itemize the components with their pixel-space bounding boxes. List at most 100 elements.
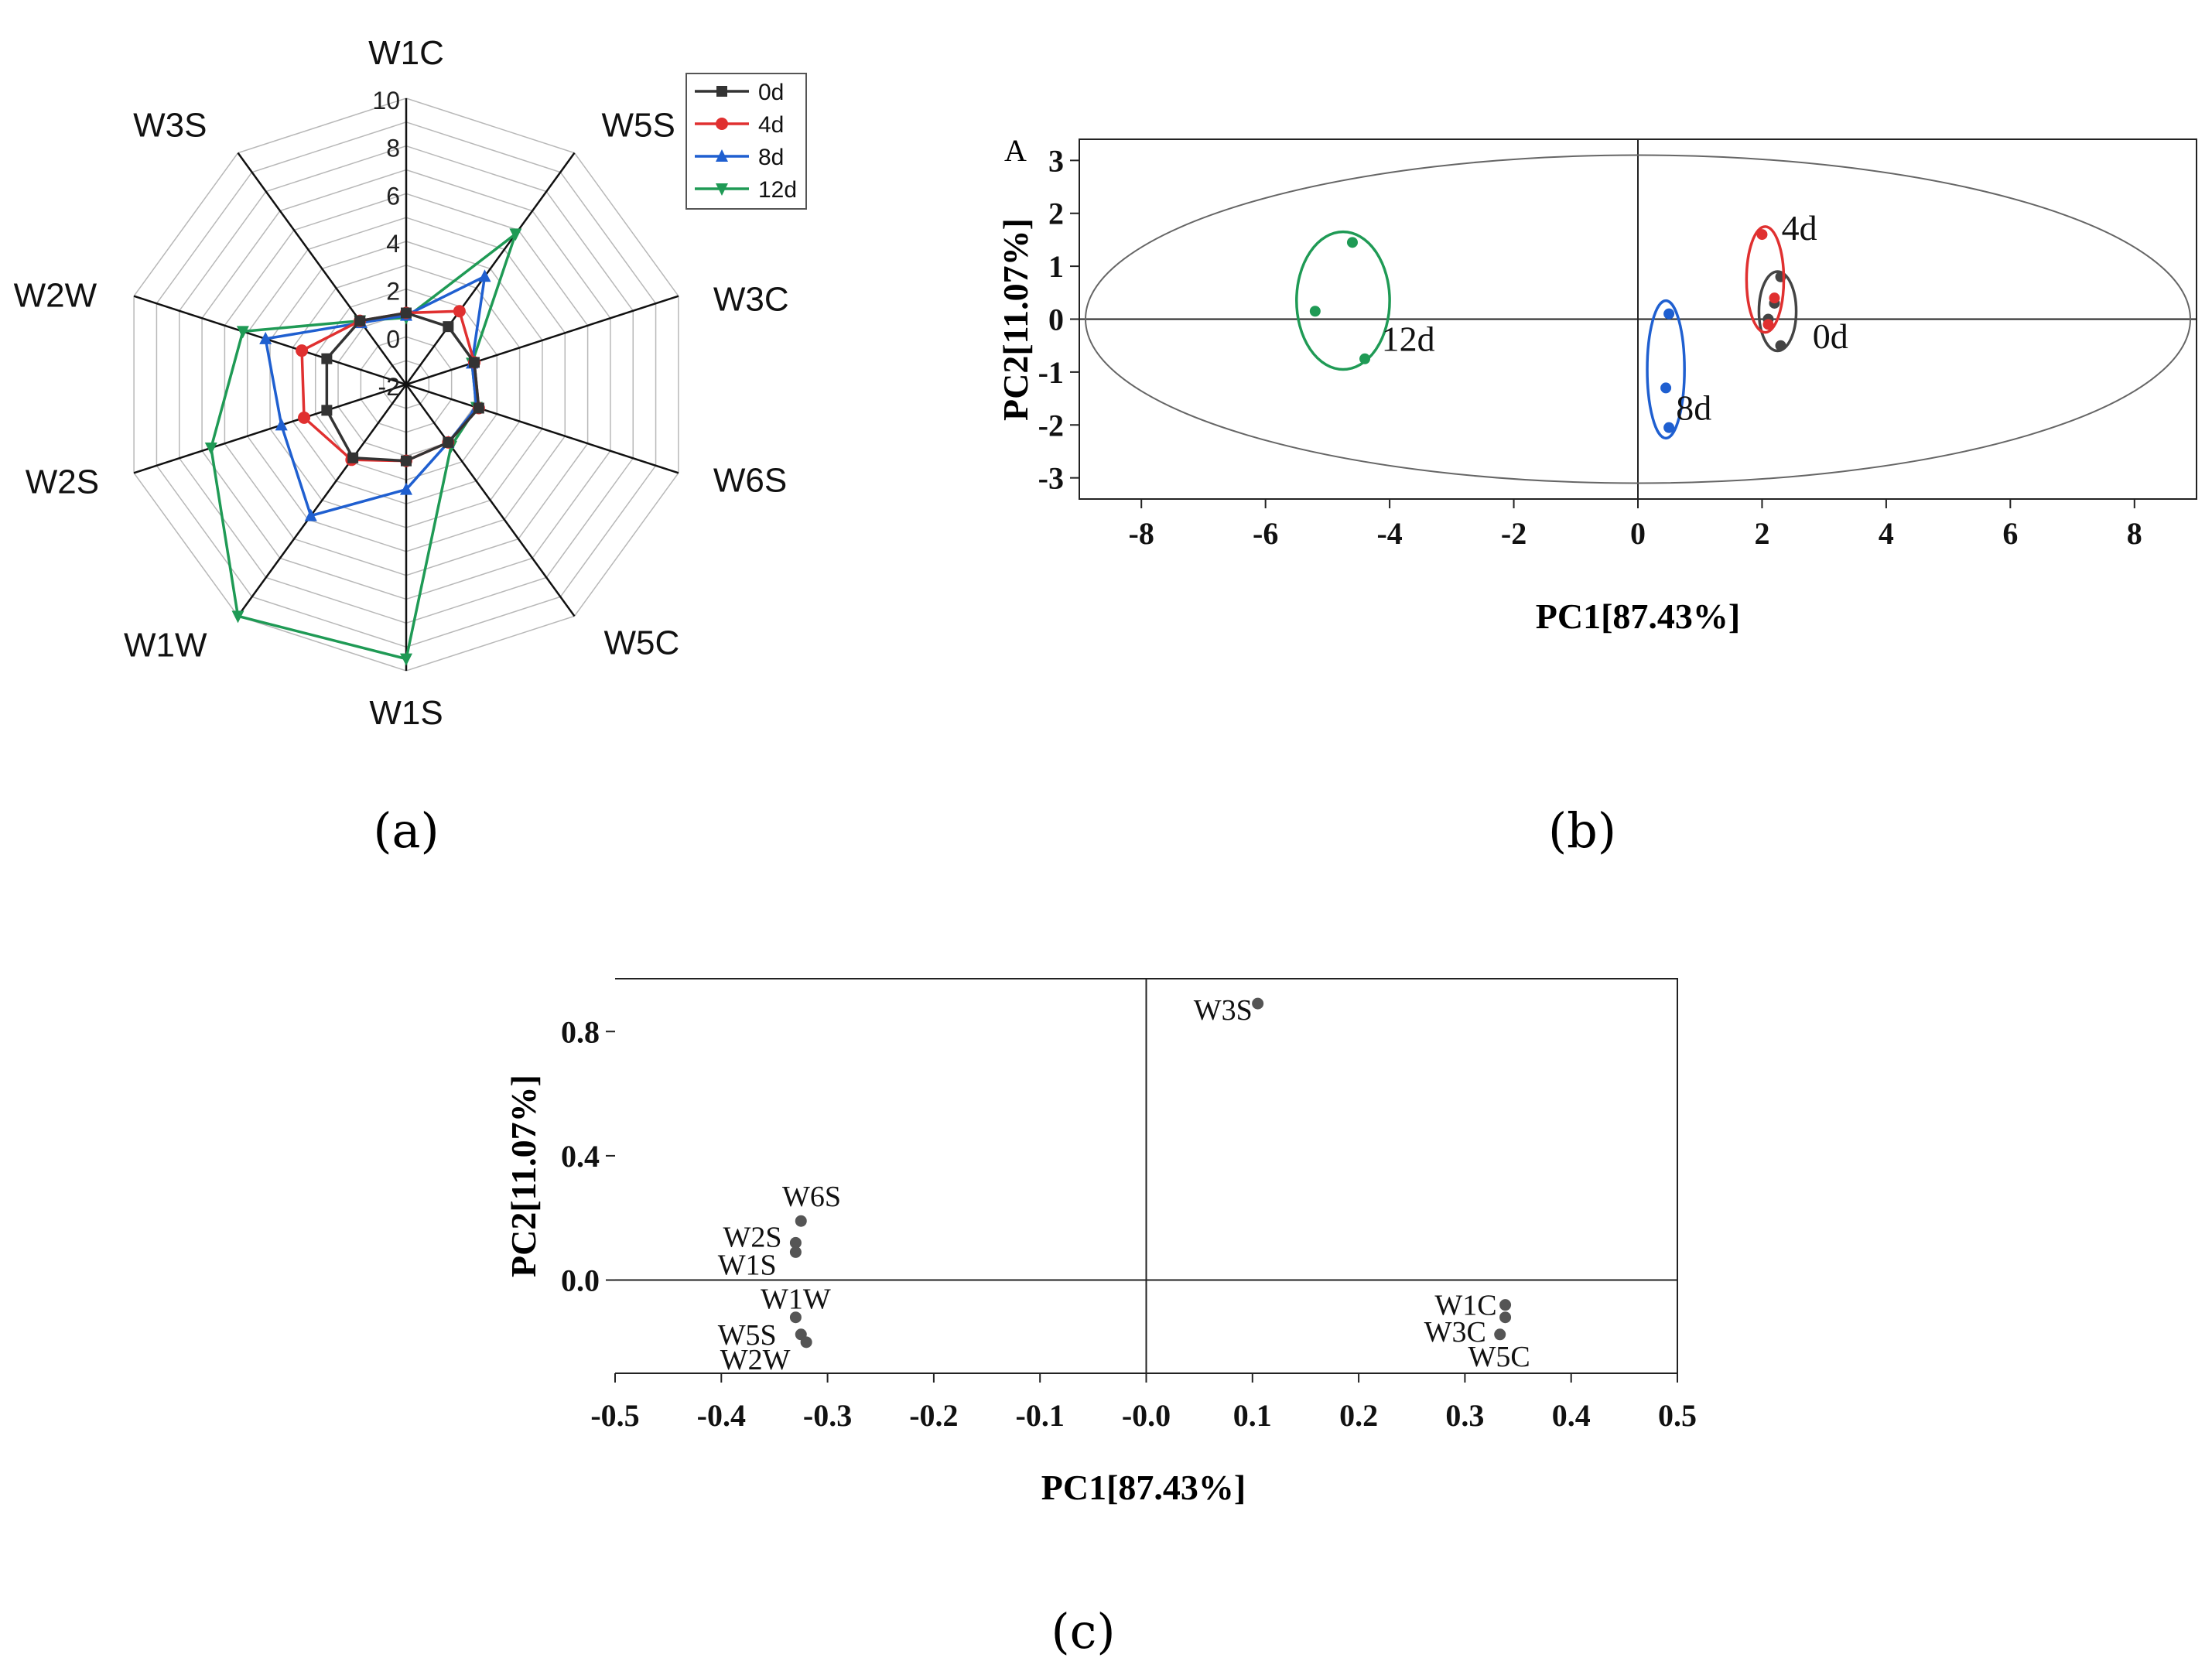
y-tick-label-b: -3 xyxy=(1038,461,1064,496)
radar-tick-label: 8 xyxy=(386,135,400,162)
radar-data-point xyxy=(443,321,454,333)
group-label: 8d xyxy=(1676,388,1711,427)
y-axis-label-b: PC2[11.07%] xyxy=(996,218,1035,421)
score-point xyxy=(1756,229,1768,241)
caption-c: (c) xyxy=(1051,1603,1115,1660)
radar-data-point xyxy=(236,326,249,339)
radar-spoke-w2s xyxy=(133,383,407,474)
panel-label-a-marker: A xyxy=(1004,133,1027,168)
x-axis-label-b: PC1[87.43%] xyxy=(1536,597,1740,636)
x-tick-label-c: 0.2 xyxy=(1339,1398,1378,1433)
radar-spokes xyxy=(133,98,679,671)
x-tick-label-b: 8 xyxy=(2127,516,2142,551)
group-ellipse-0d xyxy=(1757,270,1798,353)
y-tick-label-b: 1 xyxy=(1048,249,1064,284)
loading-point-w1s xyxy=(789,1246,802,1258)
score-point xyxy=(1660,382,1672,394)
loading-label: W1W xyxy=(761,1284,831,1316)
radar-data-point xyxy=(298,411,311,424)
y-tick-label-b: 2 xyxy=(1048,197,1064,231)
y-tick-label-c: 0.8 xyxy=(561,1014,600,1049)
radar-chart: -2 0 2 4 6 8 10 W1C W5S W3C W6S W5C W1S W1W W2S W2W W3S… xyxy=(14,34,807,859)
loading-label: W3C xyxy=(1424,1316,1486,1349)
loading-point-w3s xyxy=(1252,997,1264,1010)
radar-data-point xyxy=(347,452,359,463)
loading-point-w1c xyxy=(1499,1299,1512,1311)
group-ellipse-8d xyxy=(1646,299,1686,440)
loading-point-w3c xyxy=(1499,1311,1512,1324)
group-label: 12d xyxy=(1382,320,1435,359)
y-tick-label-b: -2 xyxy=(1038,408,1064,443)
legend-marker-4d xyxy=(716,118,728,130)
radar-axis-label: W5S xyxy=(601,107,675,145)
group-label: 0d xyxy=(1813,316,1848,356)
group-ellipse-12d xyxy=(1295,230,1391,371)
legend-label-4d: 4d xyxy=(758,112,784,138)
y-tick-label-c: 0.4 xyxy=(561,1139,600,1174)
x-tick-label-c: 0.3 xyxy=(1445,1398,1484,1433)
score-group-8d xyxy=(1646,299,1686,440)
loading-point-w6s xyxy=(795,1215,807,1227)
radar-data-point xyxy=(400,653,412,666)
radar-axis-label: W6S xyxy=(713,461,787,499)
radar-tick-label: 0 xyxy=(386,325,400,353)
legend-label-8d: 8d xyxy=(758,145,784,170)
x-tick-label-c: -0.0 xyxy=(1122,1398,1171,1433)
radar-data-point xyxy=(478,269,491,282)
score-group-0d xyxy=(1757,270,1798,353)
loading-label: W6S xyxy=(782,1181,841,1213)
x-tick-label-b: -6 xyxy=(1253,516,1278,551)
radar-data-point xyxy=(400,482,412,495)
x-tick-label-b: 0 xyxy=(1630,516,1646,551)
x-tick-label-b: 6 xyxy=(2002,516,2018,551)
radar-spoke-w5s xyxy=(405,152,576,385)
legend-frame xyxy=(685,73,807,210)
radar-data-point xyxy=(354,315,366,326)
x-tick-label-c: 0.4 xyxy=(1552,1398,1591,1433)
radar-data-point xyxy=(231,610,244,624)
radar-data-point xyxy=(321,353,333,364)
radar-data-point xyxy=(401,455,412,467)
radar-tick-label: 10 xyxy=(372,87,400,115)
radar-axis-label: W2W xyxy=(14,277,97,315)
legend-marker-12d xyxy=(716,183,728,196)
loading-point-w2w xyxy=(800,1336,812,1349)
radar-axis-label: W1C xyxy=(368,34,444,72)
loading-label: W1C xyxy=(1434,1290,1496,1322)
x-tick-label-c: -0.3 xyxy=(803,1398,852,1433)
radar-data-point xyxy=(473,402,484,414)
radar-spoke-w3c xyxy=(405,295,679,386)
x-tick-label-b: -2 xyxy=(1501,516,1527,551)
radar-axis-label: W1W xyxy=(124,626,207,664)
radar-tick-label: 6 xyxy=(386,182,400,210)
x-tick-label-c: 0.5 xyxy=(1658,1398,1697,1433)
radar-spoke-w2w xyxy=(133,295,407,386)
x-tick-label-c: -0.2 xyxy=(909,1398,958,1433)
radar-tick-label: -2 xyxy=(378,373,400,401)
loading-label: W5S xyxy=(718,1319,777,1352)
group-label: 4d xyxy=(1782,208,1817,248)
loading-label: W5C xyxy=(1468,1341,1530,1373)
x-tick-label-b: 2 xyxy=(1754,516,1769,551)
radar-data-point xyxy=(401,307,412,319)
radar-axis-label: W1S xyxy=(369,694,443,732)
radar-data-point xyxy=(443,436,454,448)
radar-spoke-w3s xyxy=(237,152,408,385)
score-group-4d xyxy=(1745,225,1786,334)
radar-data-point xyxy=(468,357,480,368)
x-tick-label-c: -0.4 xyxy=(697,1398,746,1433)
score-point xyxy=(1663,422,1675,433)
score-point xyxy=(1309,306,1321,317)
caption-b: (b) xyxy=(1548,802,1616,859)
loading-label: W1S xyxy=(718,1249,777,1281)
pca-loading-content: -0.5 -0.4 -0.3 -0.2 -0.1 -0.0 0.1 0.2 0.3 0.4 0.5 0… xyxy=(561,979,1697,1433)
score-group-12d xyxy=(1295,230,1391,371)
loading-point-w1w xyxy=(789,1311,802,1324)
legend-label-12d: 12d xyxy=(758,177,797,203)
radar-series xyxy=(204,228,522,666)
radar-data-point xyxy=(275,418,288,431)
radar-axis-label: W3C xyxy=(713,281,789,319)
pca-score-plot: -8 -6 -4 -2 0 2 4 6 8 -3 -2 -1 0 1 2 3 4d 0d 8d 12d A PC1[8… xyxy=(996,133,2197,859)
legend-marker-0d xyxy=(716,86,727,97)
